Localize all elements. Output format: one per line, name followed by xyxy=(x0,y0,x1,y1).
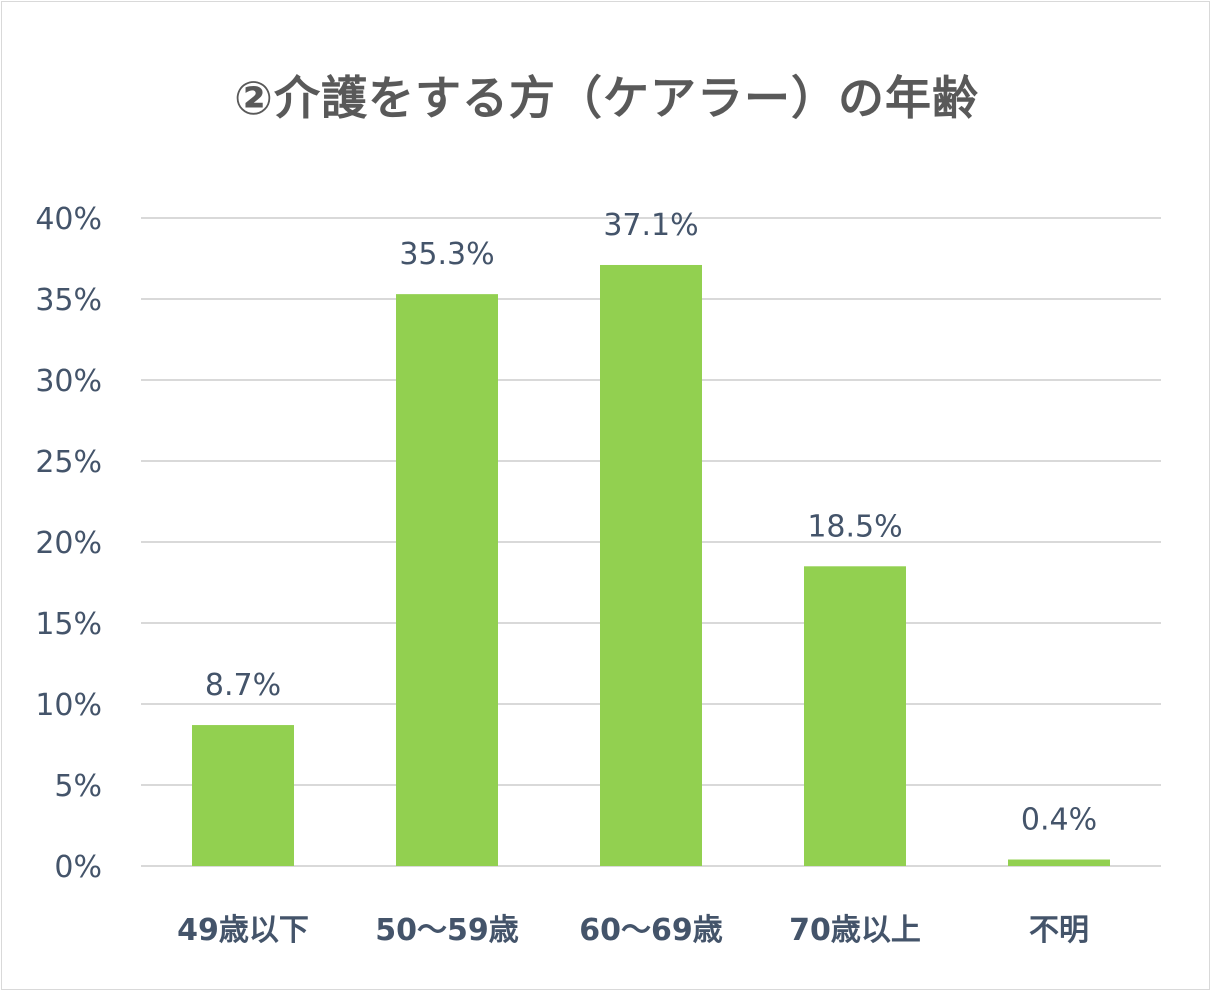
bar xyxy=(804,566,906,866)
y-tick-label: 25% xyxy=(35,445,102,480)
chart-title: ②介護をする方（ケアラー）の年齢 xyxy=(234,71,979,125)
y-tick-label: 10% xyxy=(35,688,102,723)
y-tick-label: 0% xyxy=(54,850,102,885)
x-tick-label: 49歳以下 xyxy=(177,913,309,948)
y-tick-label: 35% xyxy=(35,283,102,318)
bar xyxy=(1008,859,1110,866)
data-label: 35.3% xyxy=(399,237,494,272)
x-tick-label: 70歳以上 xyxy=(789,913,921,948)
y-tick-label: 20% xyxy=(35,526,102,561)
x-tick-label: 60～69歳 xyxy=(579,913,723,948)
y-tick-label: 5% xyxy=(54,769,102,804)
data-label: 8.7% xyxy=(205,668,281,703)
data-label: 37.1% xyxy=(603,208,698,243)
x-tick-label: 不明 xyxy=(1029,913,1089,948)
y-tick-label: 40% xyxy=(35,202,102,237)
x-tick-label: 50～59歳 xyxy=(375,913,519,948)
y-tick-label: 30% xyxy=(35,364,102,399)
bar xyxy=(192,725,294,866)
bar xyxy=(396,294,498,866)
y-tick-label: 15% xyxy=(35,607,102,642)
bar xyxy=(600,264,702,867)
data-label: 0.4% xyxy=(1021,803,1097,838)
data-label: 18.5% xyxy=(807,509,902,544)
